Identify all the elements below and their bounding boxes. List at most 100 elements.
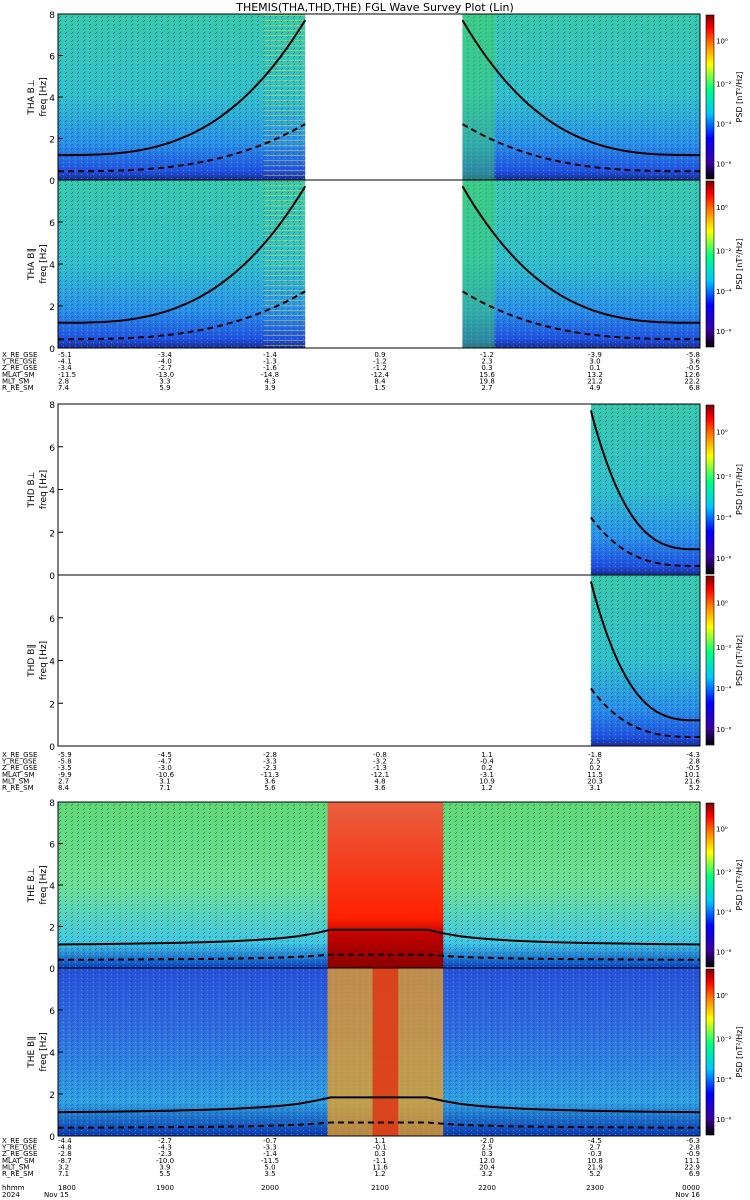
time-tick-label: 1800	[58, 1184, 76, 1192]
y-tick-label: 0	[49, 743, 55, 753]
time-start-date: Nov 15	[44, 1191, 69, 1199]
ephemeris-value: -4.8	[58, 1144, 72, 1152]
colorbar-tick-label: 10⁻⁶	[716, 1116, 732, 1124]
ephemeris-value: 5.6	[264, 784, 276, 792]
ephemeris-value: -1.6	[263, 364, 277, 372]
cyclotron-curve	[58, 185, 307, 324]
ephemeris-value: -2.8	[263, 751, 277, 759]
ephemeris-row-label: Y_RE_GSE	[1, 758, 37, 766]
ephemeris-value: -3.4	[158, 351, 172, 359]
y-tick-label: 6	[49, 444, 55, 454]
colorbar-tick-label: 10⁰	[716, 38, 728, 46]
y-tick-label: 8	[49, 11, 55, 21]
ephemeris-value: -0.4	[480, 758, 494, 766]
y-tick-label: 4	[49, 882, 55, 892]
y-tick-label: 4	[49, 1049, 55, 1059]
ephemeris-row-label: X_RE_GSE	[2, 351, 37, 359]
ephemeris-value: -4.5	[588, 1137, 602, 1145]
y-axis-unit-label: freq [Hz]	[39, 641, 49, 680]
ephemeris-value: -1.2	[373, 364, 387, 372]
cyclotron-curve	[589, 410, 701, 551]
ephemeris-value: 2.5	[481, 1144, 492, 1152]
spectrogram-noise	[590, 575, 700, 746]
ephemeris-value: 2.8	[689, 758, 700, 766]
ephemeris-value: -3.9	[588, 351, 602, 359]
ephemeris-value: 0.3	[481, 364, 492, 372]
spectrogram-panel: 0 2 4 6 8 THE B⊥ freq [Hz] 10⁰ 10⁻² 10⁻⁴ 10⁻⁶ PSD […	[27, 799, 744, 975]
time-axis-label: hhmm	[2, 1184, 25, 1192]
cyclotron-curve-dashed	[57, 1121, 701, 1129]
ephemeris-value: -1.2	[480, 351, 494, 359]
spectrogram-intense-band	[327, 802, 444, 968]
ephemeris-table: X_RE_GSE -4.4 -2.7 -0.7 1.1 -2.0 -4.5 -6.3 Y_RE_…	[1, 1137, 700, 1178]
cyclotron-curve-dashed	[590, 687, 700, 738]
y-tick-label: 6	[49, 841, 55, 851]
ephemeris-value: 10.9	[479, 777, 495, 785]
ephemeris-value: -1.3	[263, 358, 277, 366]
ephemeris-value: 21.2	[587, 377, 603, 385]
y-axis-probe-label: THE B∥	[27, 1036, 37, 1069]
ephemeris-value: -4.5	[158, 751, 172, 759]
y-tick-label: 4	[49, 487, 55, 497]
ephemeris-value: 0.3	[374, 1150, 385, 1158]
ephemeris-value: -9.9	[58, 771, 72, 779]
y-tick-label: 4	[49, 261, 55, 271]
ephemeris-value: -4.7	[158, 758, 172, 766]
ephemeris-value: -4.4	[58, 1137, 72, 1145]
ephemeris-value: -4.1	[58, 358, 72, 366]
ephemeris-value: 1.5	[374, 384, 385, 392]
time-tick-label: 1900	[156, 1184, 174, 1192]
colorbar-tick-label: 10⁰	[716, 428, 728, 436]
cyclotron-curve-dashed	[462, 123, 700, 173]
cyclotron-curve	[57, 1096, 701, 1114]
colorbar-tick-label: 10⁻⁶	[716, 726, 732, 734]
ephemeris-value: 0.9	[374, 351, 385, 359]
spectrogram-panel: 0 2 4 6 8 THA B⊥ freq [Hz] 10⁰ 10⁻² 10⁻⁴ 10⁻⁶ PSD […	[27, 11, 744, 187]
ephemeris-table: X_RE_GSE -5.1 -3.4 -1.4 0.9 -1.2 -3.9 -5.8Y_RE_…	[1, 351, 701, 392]
ephemeris-value: 1.2	[374, 1170, 385, 1178]
ephemeris-value: 5.2	[689, 784, 700, 792]
ephemeris-value: -5.8	[686, 351, 700, 359]
ephemeris-value: -2.3	[158, 1150, 172, 1158]
ephemeris-value: -2.3	[263, 764, 277, 772]
colorbar	[705, 575, 715, 746]
colorbar	[705, 404, 715, 575]
ephemeris-value: -11.5	[261, 1157, 279, 1165]
spectrogram-enhancement	[462, 180, 495, 348]
ephemeris-row-label: MLAT_SM	[2, 771, 35, 779]
ephemeris-row-label: MLT_SM	[2, 1163, 29, 1171]
ephemeris-value: 22.9	[684, 1163, 700, 1171]
ephemeris-value: 3.5	[264, 1170, 275, 1178]
ephemeris-value: -5.1	[58, 351, 72, 359]
ephemeris-value: 0.1	[589, 364, 600, 372]
ephemeris-value: 12.0	[479, 1157, 495, 1165]
ephemeris-value: 22.2	[684, 377, 700, 385]
ephemeris-value: 19.8	[479, 377, 495, 385]
time-tick-label: 2200	[478, 1184, 496, 1192]
y-tick-label: 2	[49, 136, 55, 146]
ephemeris-value: -12.1	[371, 771, 389, 779]
ephemeris-value: 3.6	[374, 784, 386, 792]
colorbar-label: PSD [nT²/Hz]	[735, 635, 744, 686]
ephemeris-value: -0.5	[686, 364, 700, 372]
y-tick-label: 0	[49, 177, 55, 187]
ephemeris-value: -2.0	[480, 1137, 494, 1145]
ephemeris-value: 0.3	[481, 1150, 492, 1158]
cyclotron-curve	[58, 19, 307, 157]
y-axis-unit-label: freq [Hz]	[39, 77, 49, 116]
ephemeris-row-label: R_RE_SM	[2, 784, 34, 792]
ephemeris-value: -0.1	[373, 1144, 387, 1152]
colorbar-tick-label: 10⁰	[716, 826, 728, 834]
ephemeris-value: -0.8	[373, 751, 387, 759]
colorbar-tick-label: 10⁻²	[716, 869, 732, 877]
ephemeris-value: -0.3	[588, 1150, 602, 1158]
colorbar-tick-label: 10⁻⁴	[716, 1076, 732, 1084]
ephemeris-value: 0.2	[481, 764, 492, 772]
spectrogram-panel: 0 2 4 6 THA B∥ freq [Hz] 10⁰ 10⁻² 10⁻⁴ 10⁻⁶ PSD [n…	[27, 179, 744, 355]
ephemeris-row-label: Z_RE_GSE	[2, 1150, 37, 1158]
ephemeris-row-label: Y_RE_GSE	[1, 1144, 37, 1152]
colorbar-label: PSD [nT²/Hz]	[735, 464, 744, 515]
colorbar	[705, 14, 715, 180]
cyclotron-curve-dashed	[590, 516, 700, 567]
